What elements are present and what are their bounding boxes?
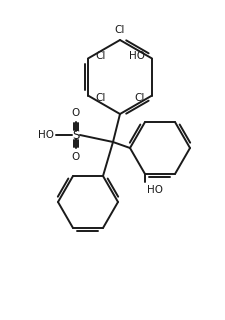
Text: Cl: Cl	[134, 92, 144, 102]
Text: HO: HO	[128, 51, 144, 60]
Text: Cl: Cl	[114, 25, 125, 35]
Text: Cl: Cl	[94, 51, 105, 60]
Text: S: S	[72, 129, 79, 141]
Text: HO: HO	[38, 130, 54, 140]
Text: O: O	[72, 108, 80, 118]
Text: HO: HO	[146, 185, 162, 195]
Text: O: O	[72, 152, 80, 162]
Text: Cl: Cl	[94, 92, 105, 102]
